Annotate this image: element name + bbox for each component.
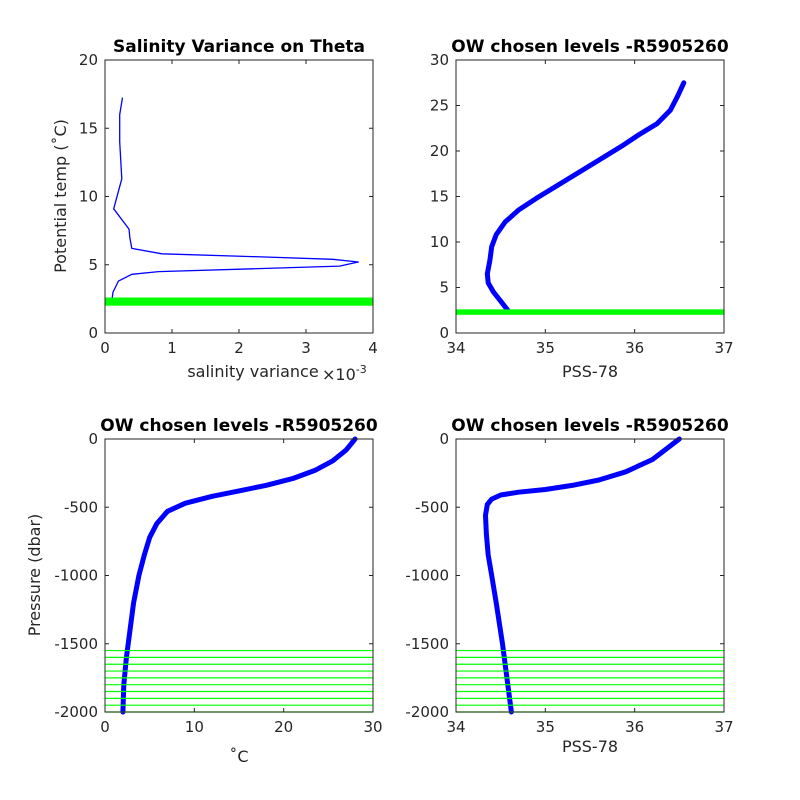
- x-tick-label: 34: [446, 718, 465, 736]
- level-band: [456, 309, 724, 315]
- x-tick-label: 2: [234, 339, 244, 357]
- y-tick-label: 10: [430, 233, 449, 251]
- y-tick-label: 0: [439, 430, 449, 448]
- y-ticks: 0 5 10 15 20 25 30: [430, 51, 724, 342]
- panel-salinity-pressure: OW chosen levels -R5905260 34 35 36 37 -200…: [405, 416, 733, 756]
- x-tick-label: 36: [625, 718, 644, 736]
- x-axis-label: ˚C: [229, 747, 248, 766]
- y-tick-label: 10: [79, 188, 98, 206]
- panel-salinity-variance: Salinity Variance on Theta 0 1 2 3 4 0 5 10 15 2…: [51, 37, 378, 384]
- x-tick-label: 20: [274, 718, 293, 736]
- x-tick-label: 30: [363, 718, 382, 736]
- y-tick-label: 0: [88, 430, 98, 448]
- x-exponent-power: -3: [356, 363, 367, 376]
- y-axis-label: Potential temp (˚C): [51, 119, 70, 273]
- y-tick-label: 25: [430, 97, 449, 115]
- y-tick-label: 5: [88, 256, 98, 274]
- panel-temperature-pressure: OW chosen levels -R5905260 0 10 20 30 -2000…: [25, 416, 383, 766]
- x-ticks: 0 1 2 3 4: [100, 60, 378, 357]
- y-tick-label: 20: [430, 142, 449, 160]
- y-tick-label: -2000: [54, 703, 98, 721]
- series-line: [111, 97, 359, 303]
- x-tick-label: 10: [185, 718, 204, 736]
- series-line: [483, 436, 682, 715]
- x-tick-label: 3: [301, 339, 311, 357]
- x-axis-label: PSS-78: [562, 362, 618, 381]
- y-tick-label: -2000: [405, 703, 449, 721]
- y-tick-label: 15: [430, 188, 449, 206]
- chart-title: OW chosen levels -R5905260: [451, 37, 729, 57]
- y-tick-label: -500: [415, 498, 449, 516]
- level-band: [105, 297, 373, 306]
- y-tick-label: 0: [88, 324, 98, 342]
- x-tick-label: 37: [714, 339, 733, 357]
- series-layer: [120, 436, 358, 715]
- chosen-levels: [105, 297, 373, 306]
- series-line: [484, 80, 687, 313]
- chosen-levels: [456, 309, 724, 315]
- series-layer: [484, 80, 687, 313]
- y-tick-label: -1500: [405, 635, 449, 653]
- y-tick-label: -1000: [405, 567, 449, 585]
- x-tick-label: 34: [446, 339, 465, 357]
- x-axis-label: salinity variance: [187, 362, 318, 381]
- y-ticks: 0 5 10 15 20: [79, 51, 373, 342]
- x-tick-label: 0: [100, 339, 110, 357]
- axes-box: [104, 59, 374, 334]
- y-tick-label: -1000: [54, 567, 98, 585]
- y-ticks: -2000 -1500 -1000 -500 0: [405, 430, 724, 721]
- series-line: [120, 436, 358, 715]
- y-tick-label: 0: [439, 324, 449, 342]
- chart-title: Salinity Variance on Theta: [113, 37, 365, 57]
- y-tick-label: 30: [430, 51, 449, 69]
- x-tick-label: 1: [167, 339, 177, 357]
- y-ticks: -2000 -1500 -1000 -500 0: [54, 430, 373, 721]
- y-tick-label: 5: [439, 279, 449, 297]
- x-ticks: 34 35 36 37: [446, 60, 734, 357]
- panel-salinity-theta: OW chosen levels -R5905260 34 35 36 37 0 5 10…: [430, 37, 734, 381]
- series-layer: [111, 97, 359, 303]
- x-tick-label: 37: [714, 718, 733, 736]
- chosen-levels: [456, 649, 724, 713]
- x-tick-label: 0: [100, 718, 110, 736]
- chosen-levels: [105, 649, 373, 713]
- x-tick-label: 4: [368, 339, 378, 357]
- x-ticks: 0 10 20 30: [100, 439, 383, 736]
- x-tick-label: 35: [536, 718, 555, 736]
- chart-title: OW chosen levels -R5905260: [100, 416, 378, 436]
- x-tick-label: 35: [536, 339, 555, 357]
- y-tick-label: -1500: [54, 635, 98, 653]
- y-tick-label: -500: [64, 498, 98, 516]
- x-exponent-base: ×10: [322, 365, 356, 384]
- chart-title: OW chosen levels -R5905260: [451, 416, 729, 436]
- y-tick-label: 15: [79, 119, 98, 137]
- x-exponent-label: ×10-3: [322, 363, 367, 384]
- y-axis-label: Pressure (dbar): [25, 514, 44, 637]
- x-axis-label: PSS-78: [562, 737, 618, 756]
- x-ticks: 34 35 36 37: [446, 439, 734, 736]
- x-tick-label: 36: [625, 339, 644, 357]
- series-layer: [483, 436, 682, 715]
- y-tick-label: 20: [79, 51, 98, 69]
